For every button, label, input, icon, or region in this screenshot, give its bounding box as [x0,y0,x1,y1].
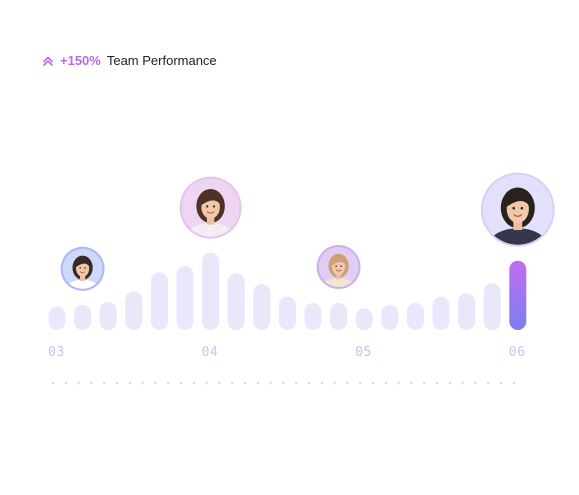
bar[interactable] [227,273,245,330]
baseline-dot [320,381,324,385]
bar[interactable] [458,293,476,330]
baseline-dot [64,381,68,385]
baseline-dot [205,381,208,385]
baseline-dot [461,381,464,385]
bar[interactable] [176,266,194,330]
bar[interactable] [150,272,168,330]
baseline-dot [499,381,503,385]
baseline-dot [448,381,452,385]
bar-series [48,252,527,330]
avatar-woman-dark-hair[interactable] [60,246,105,300]
x-tick-label: 05 [355,345,372,360]
bar[interactable] [125,291,143,330]
x-tick-label: 06 [509,345,526,360]
x-tick-label: 03 [48,345,65,360]
avatar-markers [60,172,555,300]
bar[interactable] [304,303,322,330]
baseline-dot [371,381,375,385]
baseline-dot [384,381,388,385]
baseline-dot [410,381,413,385]
baseline-dot [51,381,55,385]
baseline-dot [435,381,439,385]
baseline-dot [192,381,196,385]
growth-percentage: +150% [60,53,101,68]
baseline-dot [90,381,93,385]
bar[interactable] [74,304,92,330]
baseline-dot [179,381,183,385]
bar[interactable] [202,252,220,330]
baseline-dot [230,381,234,385]
baseline-dot [128,381,132,385]
bar[interactable] [483,283,501,330]
bar[interactable] [381,304,399,330]
bar[interactable] [432,296,450,330]
baseline-dot [358,381,362,385]
baseline-dot [307,381,311,385]
avatar-woman-brunette[interactable] [179,176,242,251]
baseline-dot [346,381,349,385]
baseline-dot [141,381,144,385]
bar[interactable] [48,306,66,330]
baseline-dot [218,381,221,385]
avatar-man[interactable] [480,172,555,262]
bar[interactable] [406,303,424,330]
bar[interactable] [355,308,373,330]
dotted-baseline [51,381,516,385]
avatar-woman-blonde[interactable] [316,245,361,298]
baseline-dot [512,381,516,385]
baseline-dot [486,381,490,385]
baseline-dot [115,381,119,385]
baseline-dot [77,381,80,385]
baseline-dot [474,381,477,385]
chart-title: Team Performance [106,53,217,68]
chart-header: +150% Team Performance [42,52,217,70]
x-tick-label: 04 [202,345,219,360]
x-axis-ticks: 03 04 05 06 [48,345,525,360]
bar[interactable] [99,302,117,330]
baseline-dot [154,381,157,385]
baseline-dot [422,381,426,385]
baseline-dot [294,381,298,385]
bar[interactable] [278,296,296,330]
baseline-dot [166,381,170,385]
baseline-dot [102,381,106,385]
baseline-dot [397,381,400,385]
baseline-dot [256,381,260,385]
bar[interactable] [330,303,348,330]
baseline-dot [269,381,272,385]
baseline-dot [333,381,336,385]
baseline-dot [243,381,247,385]
bar-active[interactable] [509,260,527,330]
bar[interactable] [253,284,271,330]
baseline-dot [282,381,285,385]
double-chevron-up-icon [42,55,54,67]
